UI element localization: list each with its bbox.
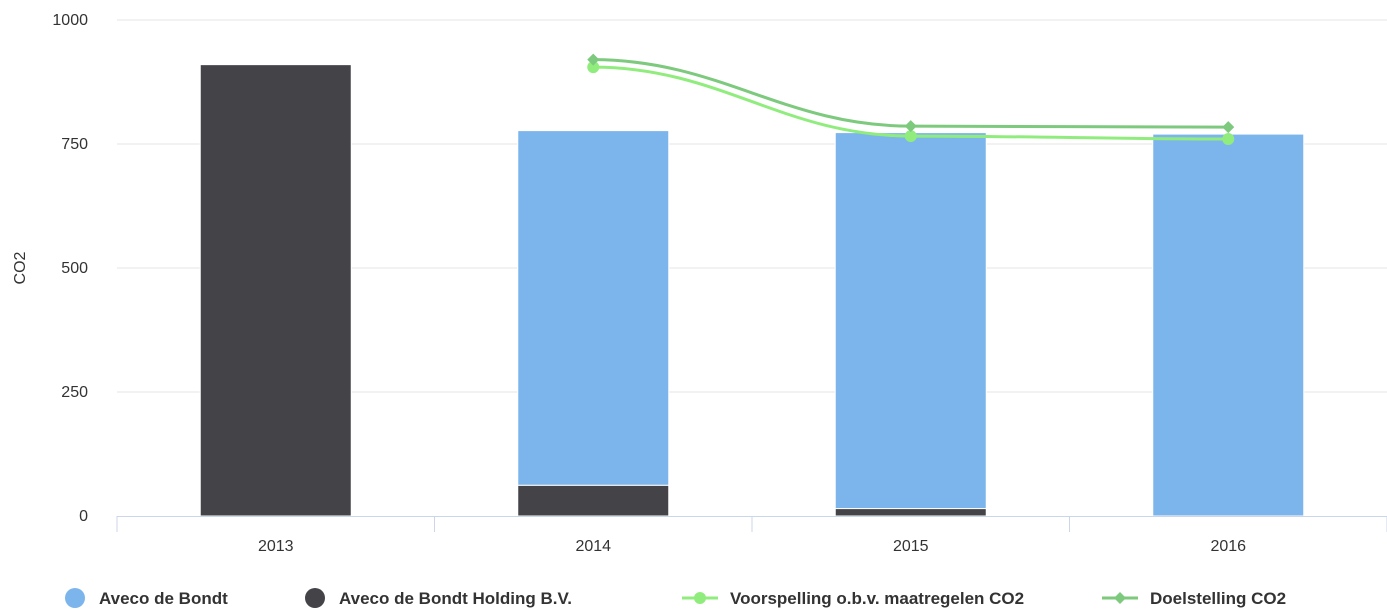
legend: Aveco de Bondt Aveco de Bondt Holding B.V… (65, 588, 1286, 608)
bar (1152, 133, 1305, 517)
line-point (1222, 121, 1235, 134)
line-layer (587, 53, 1235, 146)
x-tick-label: 2014 (575, 538, 611, 555)
legend-symbol (1114, 592, 1126, 604)
legend-item: Aveco de Bondt Holding B.V. (305, 588, 572, 608)
legend-symbol (305, 588, 325, 608)
y-tick-label: 250 (61, 384, 88, 401)
bar (199, 64, 352, 517)
bar (517, 484, 670, 517)
bar (517, 130, 670, 486)
axis-layer: CO2 0 250 500 750 1000 2013 2014 2015 2016 (12, 12, 1387, 555)
bar (834, 508, 987, 517)
legend-symbol (694, 592, 706, 604)
legend-label: Doelstelling CO2 (1150, 589, 1286, 608)
y-tick-label: 0 (79, 508, 88, 525)
legend-label: Aveco de Bondt Holding B.V. (339, 589, 572, 608)
legend-item: Voorspelling o.b.v. maatregelen CO2 (682, 589, 1024, 608)
x-tick-label: 2013 (258, 538, 294, 555)
line-point (1222, 133, 1235, 146)
y-axis-title: CO2 (12, 251, 29, 284)
bar (834, 132, 987, 510)
y-tick-label: 500 (61, 260, 88, 277)
legend-label: Voorspelling o.b.v. maatregelen CO2 (730, 589, 1024, 608)
y-tick-label: 1000 (52, 12, 88, 29)
line-point (587, 61, 600, 74)
line-point (904, 120, 917, 133)
legend-symbol (65, 588, 85, 608)
legend-item: Doelstelling CO2 (1102, 589, 1286, 608)
line-point (587, 53, 600, 66)
x-tick-label: 2015 (893, 538, 929, 555)
line-point (904, 130, 917, 143)
y-tick-label: 750 (61, 136, 88, 153)
legend-item: Aveco de Bondt (65, 588, 228, 608)
line-series (591, 58, 1230, 129)
bar-layer (199, 64, 1305, 517)
x-tick-label: 2016 (1210, 538, 1246, 555)
legend-label: Aveco de Bondt (99, 589, 228, 608)
